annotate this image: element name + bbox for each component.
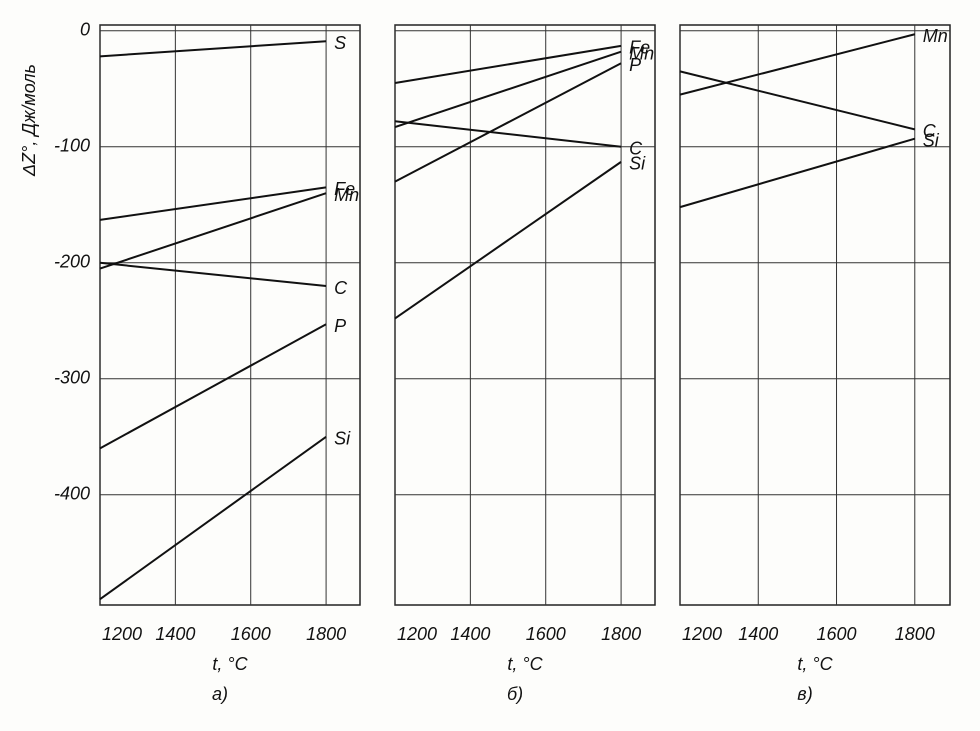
x-axis-label: t, °C [507, 654, 543, 674]
series-line [99, 192, 327, 270]
series-line [679, 33, 916, 96]
series-line [394, 161, 622, 320]
series-label: Mn [629, 43, 654, 63]
y-axis-label: ΔZ°, Дж/моль [19, 64, 39, 177]
x-tick-label: 1800 [601, 624, 641, 644]
series-line [679, 70, 916, 131]
series-label: Fe [334, 179, 355, 199]
panel-caption: в) [797, 684, 812, 704]
y-tick-label: -400 [54, 484, 90, 504]
x-axis-label: t, °C [212, 654, 248, 674]
y-tick-label: -300 [54, 368, 90, 388]
plot-frame [394, 24, 656, 606]
series-line [99, 435, 327, 601]
x-tick-label: 1400 [155, 624, 195, 644]
x-axis-label: t, °C [797, 654, 833, 674]
series-label: Si [629, 154, 646, 174]
x-tick-label: 1200 [397, 624, 437, 644]
series-line [394, 50, 622, 129]
x-tick-label: 1400 [738, 624, 778, 644]
x-tick-label: 1400 [450, 624, 490, 644]
x-tick-label: 1200 [682, 624, 722, 644]
series-label: Fe [629, 38, 650, 58]
series-label: P [334, 316, 346, 336]
series-label: P [629, 55, 641, 75]
y-tick-label: 0 [80, 20, 90, 40]
plot-frame [679, 24, 951, 606]
y-tick-label: -100 [54, 136, 90, 156]
panel-caption: а) [212, 684, 228, 704]
series-label: Si [923, 130, 940, 150]
y-tick-label: -200 [54, 252, 90, 272]
series-line [99, 323, 327, 450]
series-line [99, 40, 327, 58]
x-tick-label: 1200 [102, 624, 142, 644]
series-line [99, 261, 327, 287]
series-label: Si [334, 429, 351, 449]
x-tick-label: 1800 [895, 624, 935, 644]
series-label: C [923, 121, 937, 141]
x-tick-label: 1600 [816, 624, 856, 644]
series-line [394, 62, 622, 183]
series-label: C [629, 139, 643, 159]
plot-frame [99, 24, 361, 606]
series-label: C [334, 278, 348, 298]
series-label: Mn [923, 26, 948, 46]
series-line [99, 186, 327, 221]
series-line [394, 120, 622, 148]
series-line [679, 137, 916, 209]
x-tick-label: 1600 [526, 624, 566, 644]
series-label: S [334, 33, 346, 53]
panel-caption: б) [507, 684, 523, 704]
series-line [394, 44, 622, 84]
series-label: Mn [334, 185, 359, 205]
x-tick-label: 1800 [306, 624, 346, 644]
x-tick-label: 1600 [231, 624, 271, 644]
